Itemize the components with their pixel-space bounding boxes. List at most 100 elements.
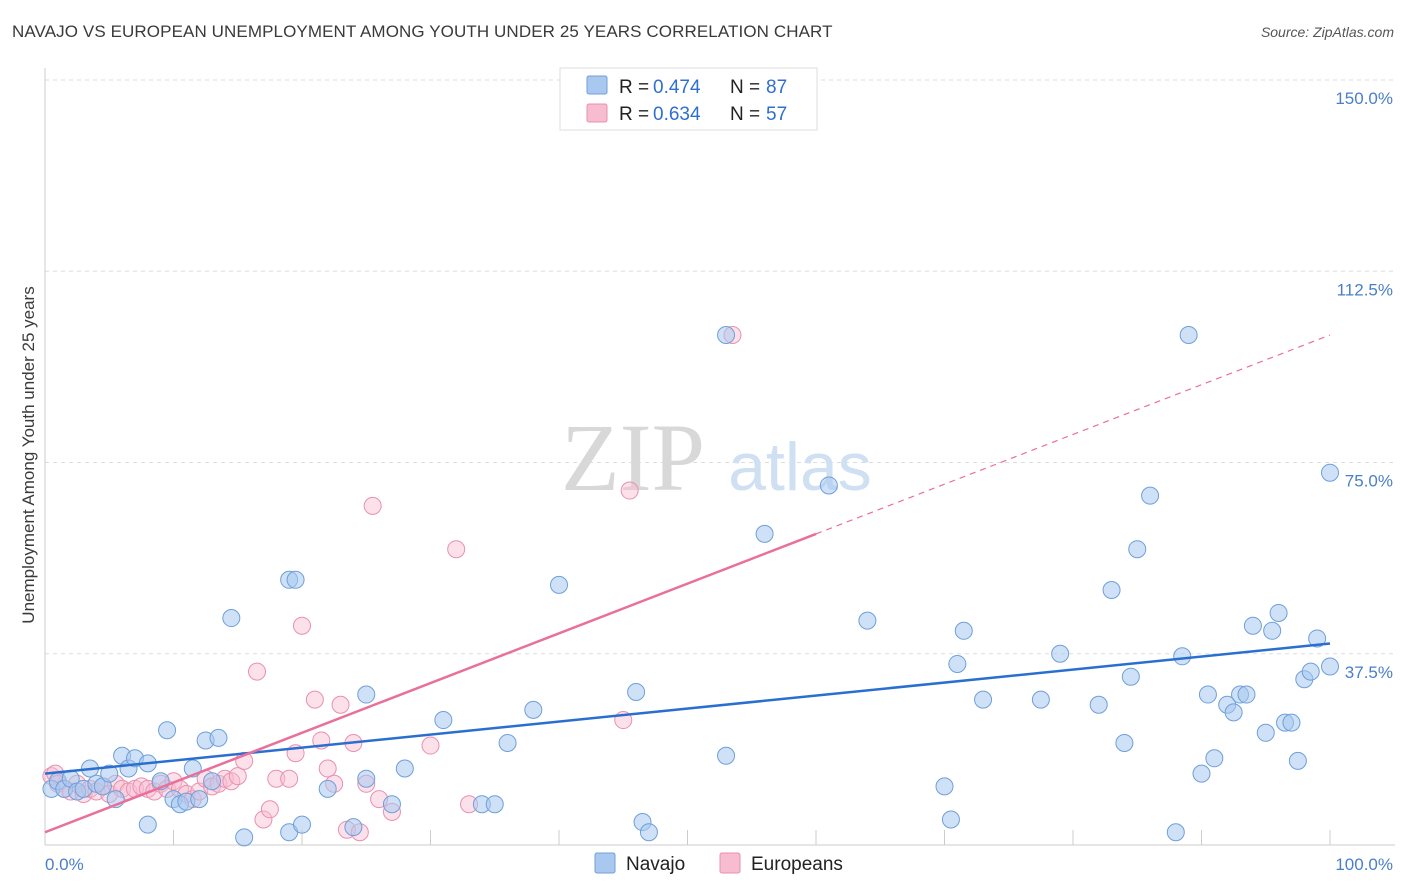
navajo-point [222,609,241,628]
navajo-point [858,611,877,630]
chart-source: Source: ZipAtlas.com [1260,24,1394,40]
navajo-trend-line [44,642,1331,775]
navajo-point [1141,486,1160,505]
european-point [421,736,440,755]
watermark: ZIP atlas [561,404,872,511]
legend-n-label-europeans: N = [730,104,760,125]
navajo-point [382,795,401,814]
navajo-point [717,746,736,765]
navajo-point [485,795,504,814]
navajo-point [1263,621,1282,640]
navajo-point [1321,657,1339,676]
european-point [267,769,286,788]
navajo-point [1173,647,1192,666]
axes [44,68,1395,846]
watermark-zip: ZIP [561,404,705,511]
navajo-point [974,690,993,709]
navajo-point [1237,685,1256,704]
navajo-point [550,575,568,594]
navajo-point [524,700,543,719]
bottom-legend-swatch-europeans [719,852,741,874]
european-point [305,690,324,709]
x-tick-label: 100.0% [1335,855,1393,874]
navajo-point [293,815,311,834]
y-tick-label: 75.0% [1345,472,1393,491]
navajo-point [235,828,254,847]
x-tick-labels: 0.0% 100.0% [45,855,1393,874]
navajo-point [1205,749,1224,768]
navajo-point [158,721,177,740]
legend-n-value-europeans: 57 [766,104,787,125]
legend-n-label-navajo: N = [730,77,760,98]
navajo-point [1115,734,1134,752]
navajo-point [1301,662,1320,681]
navajo-point [1269,603,1288,622]
navajo-point [1321,463,1339,482]
navajo-point [434,711,453,730]
european-trend-extension [815,334,1331,535]
bottom-legend-label-navajo: Navajo [626,854,685,875]
watermark-atlas: atlas [728,429,872,505]
navajo-point [357,769,376,788]
y-tick-label: 150.0% [1335,89,1393,108]
navajo-point [357,685,376,704]
bottom-legend: Navajo Europeans [594,852,843,875]
european-point [447,540,466,559]
navajo-point [203,772,222,791]
navajo-point [935,777,954,796]
grid-lines [45,79,1395,655]
european-point [248,662,267,681]
navajo-point [1089,695,1108,714]
y-axis-label: Unemployment Among Youth under 25 years [19,286,38,623]
navajo-points [42,326,1339,847]
navajo-point [318,779,337,798]
european-trend-line [44,532,817,834]
navajo-point [948,654,967,673]
navajo-point [1224,703,1243,722]
navajo-point [1179,326,1198,344]
trend-lines [44,334,1331,834]
european-point [620,481,639,500]
navajo-point [209,728,228,747]
legend-swatch-europeans [586,103,608,123]
x-tick-label: 0.0% [45,855,84,874]
navajo-point [954,621,973,640]
legend-r-label-navajo: R = [619,77,649,98]
european-point [363,496,382,515]
navajo-point [1282,713,1301,732]
legend-r-value-europeans: 0.634 [653,104,701,125]
navajo-point [395,759,414,778]
navajo-point [1121,667,1140,686]
y-tick-labels: 37.5% 75.0% 112.5% 150.0% [1335,89,1393,682]
navajo-point [627,683,646,701]
navajo-point [190,790,209,809]
navajo-point [138,815,157,834]
navajo-point [1051,644,1070,663]
legend-r-value-navajo: 0.474 [653,77,701,98]
european-point [228,767,247,786]
european-point [331,695,350,714]
navajo-point [819,476,838,495]
navajo-point [1256,723,1275,742]
navajo-point [639,823,658,842]
navajo-point [755,524,774,543]
european-point [293,616,311,635]
y-tick-label: 112.5% [1337,280,1393,299]
y-tick-label: 37.5% [1345,663,1393,682]
navajo-point [100,764,119,783]
navajo-point [344,818,363,837]
chart-title: NAVAJO VS EUROPEAN UNEMPLOYMENT AMONG YO… [12,22,833,41]
european-point [254,810,273,829]
navajo-point [1198,685,1217,704]
european-point [260,800,279,819]
legend-r-label-europeans: R = [619,104,649,125]
navajo-point [1192,764,1211,783]
european-point [280,769,299,788]
legend-swatch-navajo [586,75,608,95]
bottom-legend-label-europeans: Europeans [751,854,843,875]
legend-n-value-navajo: 87 [766,77,787,98]
navajo-point [1128,540,1147,559]
european-point [318,759,337,778]
navajo-point [941,810,960,829]
